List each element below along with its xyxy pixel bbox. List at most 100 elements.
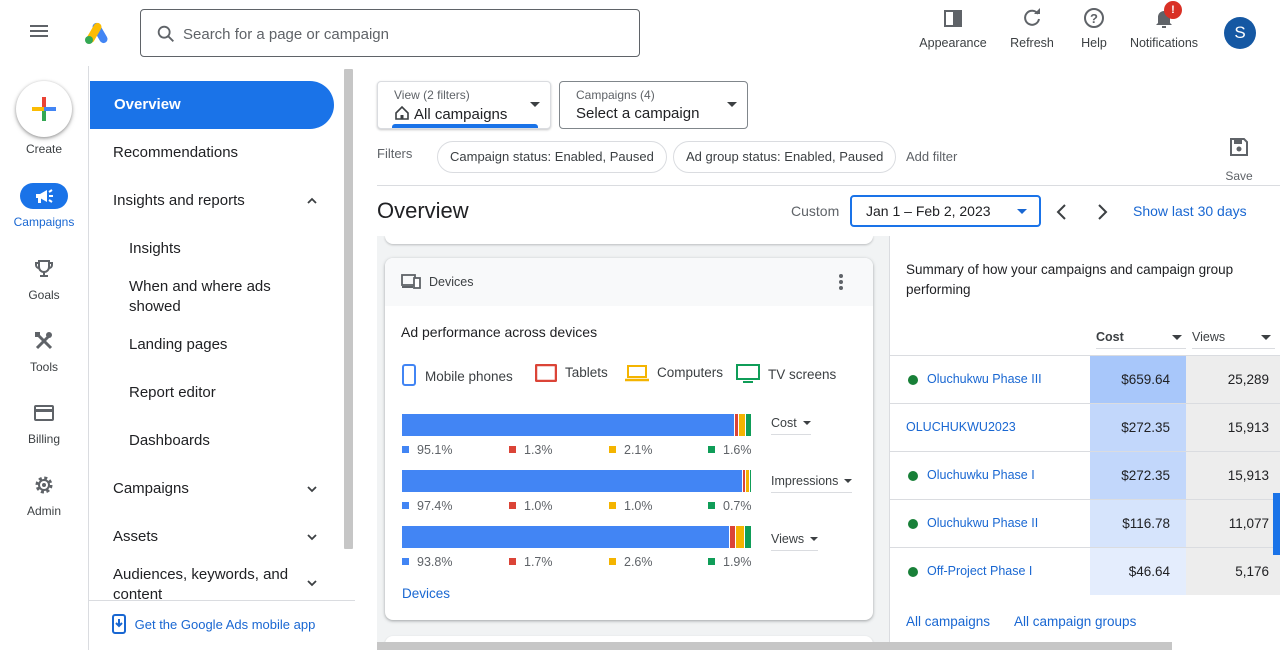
tools-icon [35,332,53,350]
value-row-impressions: 97.4% 1.0% 1.0% 0.7% [402,499,752,515]
mobile-app-link[interactable]: Get the Google Ads mobile app [111,614,315,634]
bar-row-impressions [402,470,751,492]
value-tablets: 1.3% [509,443,553,457]
menu-icon[interactable] [30,22,58,44]
nav-item-overview[interactable]: Overview [90,81,334,129]
save-label: Save [1225,169,1253,183]
caret-down-icon [727,102,737,107]
legend-square-icon [509,558,516,565]
nav-item-insights-reports[interactable]: Insights and reports [89,191,334,211]
nav-item-campaigns[interactable]: Campaigns [89,479,334,499]
nav-divider [89,600,355,601]
add-filter-button[interactable]: Add filter [906,149,958,164]
campaign-name-link[interactable]: OLUCHUKWU2023 [906,420,1016,434]
legend-square-icon [609,558,616,565]
filter-chip-ad-group-status[interactable]: Ad group status: Enabled, Paused [673,141,897,173]
sort-caret-icon [1172,335,1182,340]
rail-item-goals[interactable]: Goals [0,256,88,316]
nav-item-dashboards[interactable]: Dashboards [129,432,210,449]
campaign-name-link[interactable]: Oluchukwu Phase II [927,516,1039,530]
chevron-right-icon[interactable] [1090,200,1114,224]
column-header-views[interactable]: Views [1192,330,1275,349]
show-last-30-days-link[interactable]: Show last 30 days [1133,203,1247,219]
value-mobile: 95.1% [402,443,452,457]
bar-segment-tv [744,526,751,548]
legend-mobile-phones: Mobile phones [401,364,513,386]
google-ads-logo[interactable] [83,19,111,47]
plus-icon [32,97,56,121]
view-underline [392,124,538,128]
summary-title-line2: performing [906,282,971,297]
svg-text:?: ? [1090,11,1098,26]
main-area: View (2 filters) All campaigns Campaigns… [355,66,1280,650]
view-dropdown[interactable]: View (2 filters) All campaigns [377,81,551,129]
metric-label: Cost [771,416,797,430]
chevron-down-icon[interactable] [306,531,318,543]
campaign-dropdown-label: Campaigns (4) [576,88,655,102]
bar-segment-computers [745,470,749,492]
table-row: Off-Project Phase I $46.64 5,176 [890,548,1280,596]
nav-item-audiences[interactable]: Audiences, keywords, and content [89,565,334,605]
cost-cell: $272.35 [1090,452,1186,499]
nav-scrollbar[interactable] [344,69,353,549]
table-row: Oluchuwku Phase I $272.35 15,913 [890,452,1280,500]
more-vert-icon[interactable] [835,272,847,292]
bar-row-views [402,526,751,548]
nav-item-report-editor[interactable]: Report editor [129,384,216,401]
nav-item-recommendations[interactable]: Recommendations [113,144,239,161]
legend-square-icon [708,502,715,509]
refresh-icon [1024,8,1040,26]
chevron-left-icon[interactable] [1050,200,1074,224]
date-range-dropdown[interactable]: Jan 1 – Feb 2, 2023 [850,195,1041,227]
bar-segment-mobile [402,414,734,436]
table-divider [890,355,1280,356]
horizontal-scrollbar[interactable] [377,642,1172,650]
metric-dropdown-views[interactable]: Views [771,532,819,551]
chevron-up-icon[interactable] [306,195,318,207]
campaign-name-link[interactable]: Off-Project Phase I [927,564,1033,578]
data-label: 0.7% [723,499,752,513]
rail-item-campaigns[interactable]: Campaigns [0,183,88,243]
summary-title: Summary of how your campaigns and campai… [906,260,1280,300]
notifications-button[interactable]: ! Notifications [1124,1,1204,62]
refresh-button[interactable]: Refresh [1004,6,1060,62]
campaign-name-link[interactable]: Oluchukwu Phase III [927,372,1042,386]
nav-item-landing-pages[interactable]: Landing pages [129,336,228,353]
all-campaign-groups-link[interactable]: All campaign groups [1014,614,1137,629]
search-input[interactable] [183,22,623,46]
create-button[interactable] [16,81,72,137]
filter-chip-campaign-status[interactable]: Campaign status: Enabled, Paused [437,141,667,173]
metric-dropdown-impressions[interactable]: Impressions [771,474,853,493]
table-divider [890,547,1280,548]
views-cell: 5,176 [1186,548,1280,595]
help-button[interactable]: ? Help [1074,6,1114,62]
campaign-name-link[interactable]: Oluchuwku Phase I [927,468,1035,482]
search-box[interactable] [140,9,640,57]
rail-item-admin[interactable]: Admin [0,472,88,532]
rail-item-billing[interactable]: Billing [0,400,88,460]
chevron-down-icon[interactable] [306,577,318,589]
summary-scrollbar[interactable] [1273,493,1280,555]
nav-item-assets[interactable]: Assets [89,527,334,547]
appearance-button[interactable]: Appearance [918,6,988,62]
all-campaigns-link[interactable]: All campaigns [906,614,991,629]
value-tv: 1.9% [708,555,752,569]
devices-link[interactable]: Devices [402,586,451,601]
column-header-cost[interactable]: Cost [1096,330,1186,349]
chevron-down-icon[interactable] [306,483,318,495]
content-area: Devices Ad performance across devices Mo… [377,236,1280,650]
nav-item-insights[interactable]: Insights [129,240,181,257]
table-row: OLUCHUKWU2023 $272.35 15,913 [890,404,1280,452]
avatar[interactable]: S [1224,17,1256,49]
bar-segment-mobile [402,470,742,492]
save-button[interactable]: Save [1217,136,1261,183]
rail-label-billing: Billing [27,432,60,446]
mobile-app-label: Get the Google Ads mobile app [134,617,316,632]
rail-item-tools[interactable]: Tools [0,328,88,388]
value-computers: 2.6% [609,555,653,569]
table-row: Oluchukwu Phase III $659.64 25,289 [890,356,1280,404]
metric-dropdown-cost[interactable]: Cost [771,416,811,435]
bar-segment-computers [735,526,745,548]
nav-item-when-where[interactable]: When and where ads showed [129,278,271,315]
campaign-dropdown[interactable]: Campaigns (4) Select a campaign [559,81,748,129]
